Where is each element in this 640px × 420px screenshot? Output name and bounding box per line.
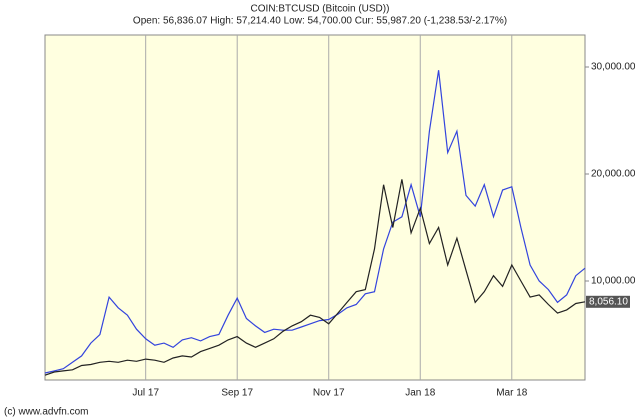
value-label-box xyxy=(586,295,630,308)
y-tick-label: 20,000.00 xyxy=(591,169,636,180)
series-line xyxy=(44,70,586,374)
y-tick-label: 10,000.00 xyxy=(591,276,636,287)
plot-area xyxy=(44,34,586,381)
x-tick-label: Mar 18 xyxy=(496,388,528,399)
y-tick-label: 30,000.00 xyxy=(591,62,636,73)
footer: (c) www.advfn.com xyxy=(4,407,88,418)
value-label: 8,056.10 xyxy=(589,296,628,307)
x-tick-label: Jul 17 xyxy=(132,388,159,399)
x-tick-label: Jan 18 xyxy=(405,388,435,399)
series-line xyxy=(44,179,586,376)
x-tick-label: Sep 17 xyxy=(221,388,253,399)
x-tick-label: Nov 17 xyxy=(313,388,345,399)
chart-title: COIN:BTCUSD (Bitcoin (USD)) xyxy=(251,4,390,15)
chart-subtitle: Open: 56,836.07 High: 57,214.40 Low: 54,… xyxy=(133,16,507,27)
